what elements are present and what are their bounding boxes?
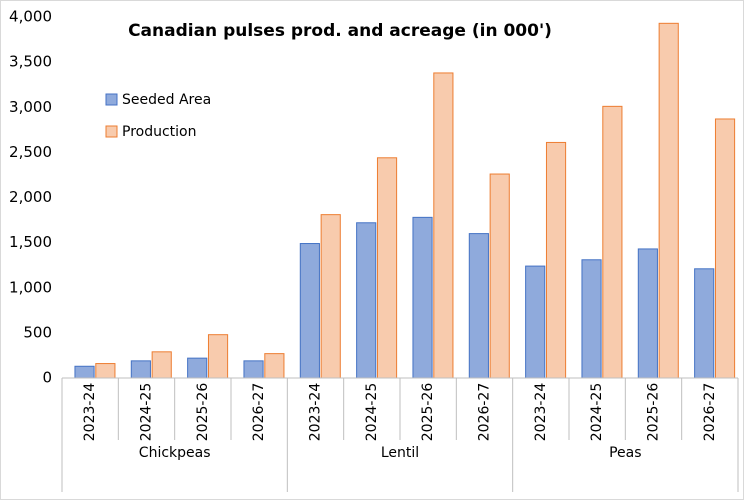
bar xyxy=(658,22,679,379)
group-label: Peas xyxy=(609,445,641,461)
x-tick-label: 2024-25 xyxy=(589,383,605,442)
x-tick-label: 2026-27 xyxy=(251,383,267,442)
bar xyxy=(376,157,398,379)
x-tick-label: 2025-26 xyxy=(195,383,211,442)
bar xyxy=(637,248,658,379)
legend-label: Seeded Area xyxy=(122,92,211,108)
chart-title: Canadian pulses prod. and acreage (in 00… xyxy=(128,21,552,41)
x-tick-label: 2024-25 xyxy=(364,383,380,442)
bar xyxy=(581,259,602,379)
bar xyxy=(356,222,377,379)
x-tick-label: 2025-26 xyxy=(420,383,436,442)
bar xyxy=(320,214,341,379)
y-tick-label: 1,000 xyxy=(9,278,52,296)
bar xyxy=(433,72,454,379)
group-label: Chickpeas xyxy=(139,445,211,461)
group-label: Lentil xyxy=(381,445,419,461)
x-tick-label: 2026-27 xyxy=(702,383,718,442)
bar xyxy=(207,334,229,379)
legend-label: Production xyxy=(122,124,196,140)
y-tick-label: 0 xyxy=(42,369,52,387)
x-tick-label: 2024-25 xyxy=(139,383,155,442)
x-tick-label: 2023-24 xyxy=(82,383,98,442)
bar xyxy=(468,233,489,379)
x-tick-label: 2023-24 xyxy=(308,383,324,442)
bar xyxy=(602,105,623,379)
bar xyxy=(95,363,116,379)
x-tick-label: 2023-24 xyxy=(533,383,549,442)
bar xyxy=(714,118,736,379)
x-tick-label: 2026-27 xyxy=(477,383,493,442)
bar xyxy=(264,353,285,379)
legend-swatch xyxy=(105,93,118,106)
bar xyxy=(74,365,95,379)
bar xyxy=(545,141,567,379)
y-tick-label: 3,500 xyxy=(9,53,52,71)
bar xyxy=(694,268,715,379)
bar xyxy=(151,351,172,379)
bar xyxy=(243,360,264,379)
bar xyxy=(299,243,320,379)
bar xyxy=(525,265,546,379)
x-tick-label: 2025-26 xyxy=(646,383,662,442)
y-tick-label: 500 xyxy=(23,323,52,341)
bar xyxy=(130,360,151,379)
legend-swatch xyxy=(105,125,118,138)
bar xyxy=(489,173,510,379)
y-tick-label: 2,500 xyxy=(9,143,52,161)
bar xyxy=(187,357,208,379)
y-tick-label: 1,500 xyxy=(9,233,52,251)
bar xyxy=(412,216,433,379)
y-tick-label: 2,000 xyxy=(9,188,52,206)
y-tick-label: 3,000 xyxy=(9,98,52,116)
y-tick-label: 4,000 xyxy=(9,8,52,26)
